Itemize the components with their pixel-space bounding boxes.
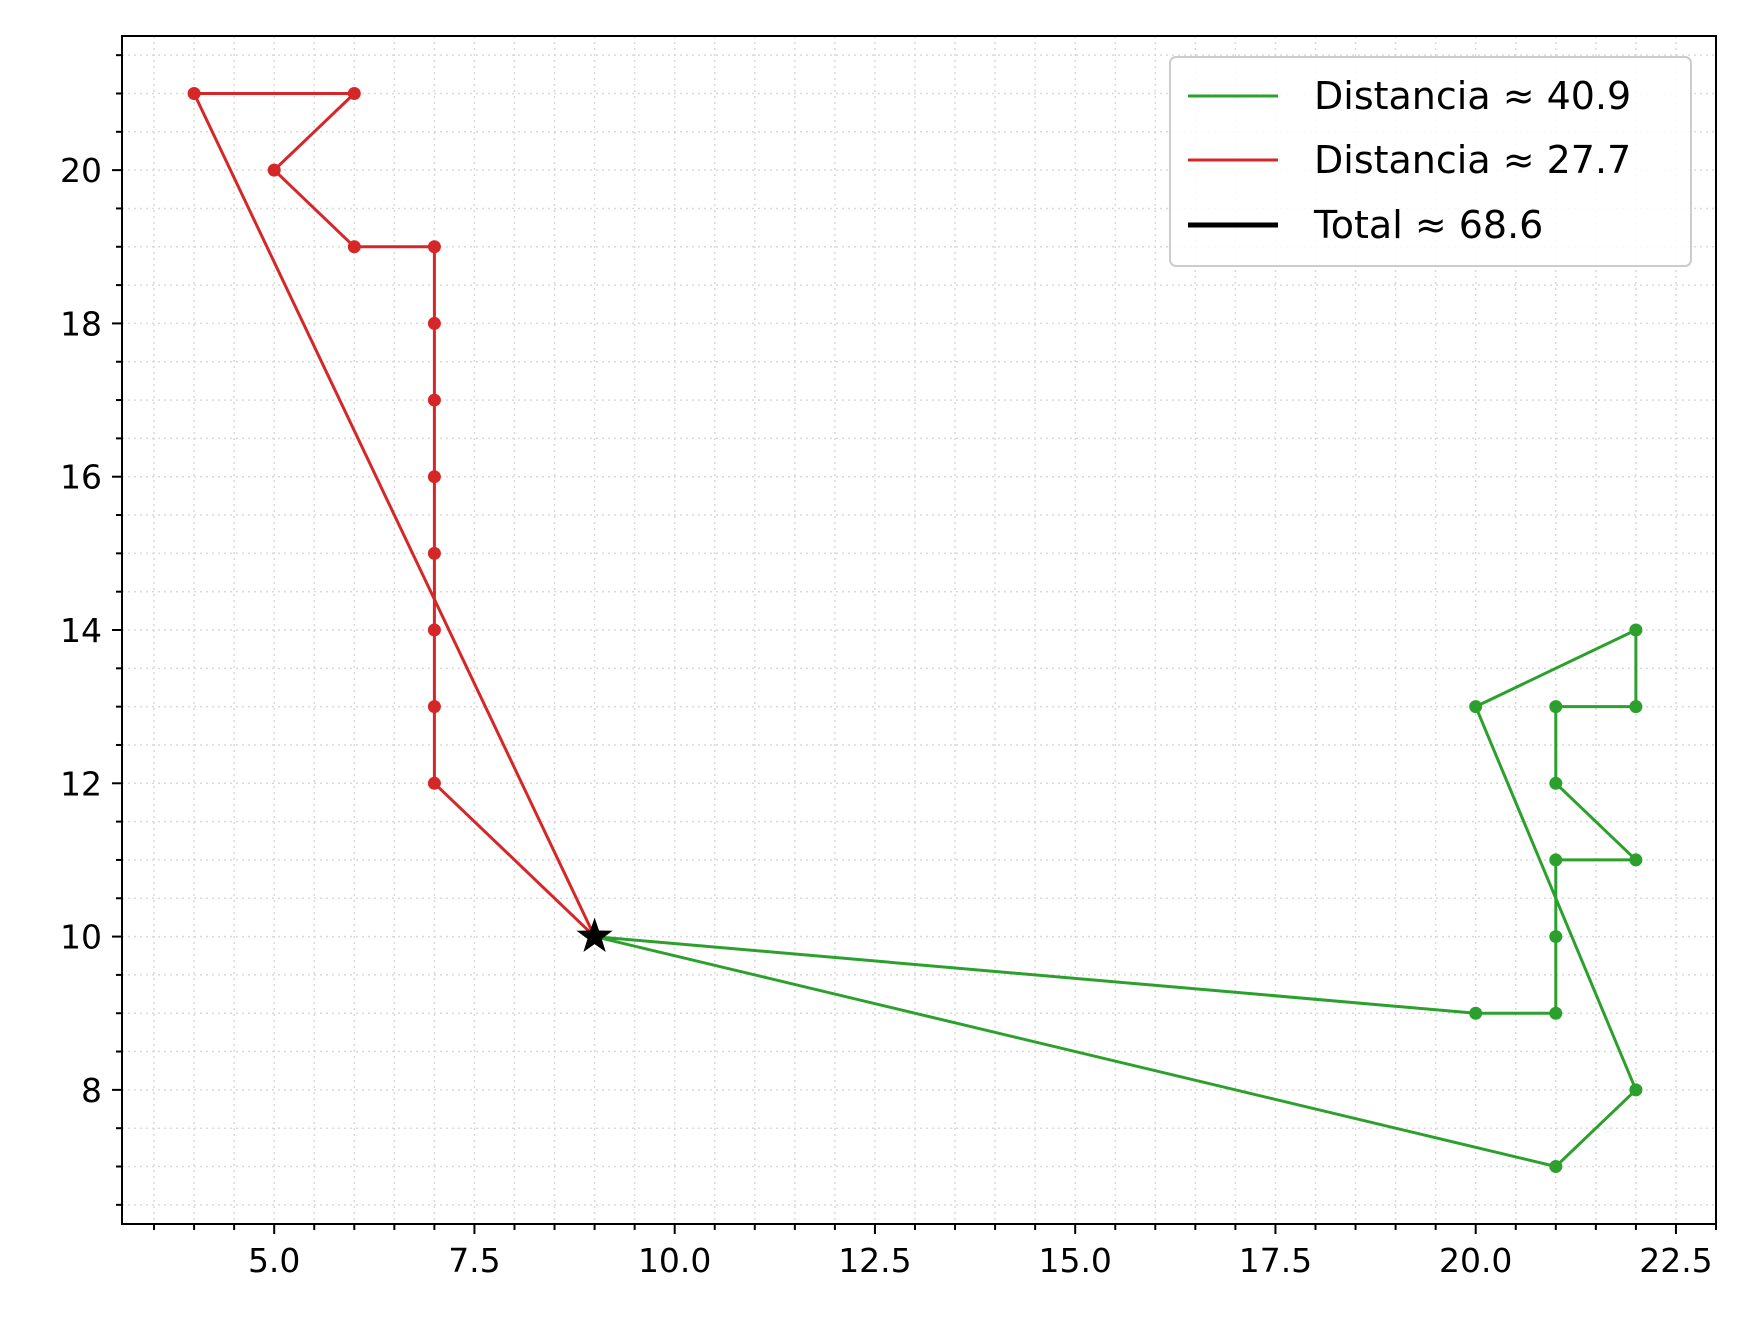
series-0-point [1629, 623, 1643, 637]
x-tick-label: 10.0 [638, 1241, 711, 1280]
series-0-point [1629, 853, 1643, 867]
series-0-point [1469, 700, 1483, 714]
series-line-1 [192, 92, 596, 938]
series-0-point [1549, 1006, 1563, 1020]
y-tick-label: 20 [60, 151, 102, 190]
series-1-point [427, 623, 441, 637]
series-1-point [267, 163, 281, 177]
series-group [187, 86, 1643, 1174]
legend-box [1169, 56, 1692, 267]
plot-frame [121, 35, 1717, 1225]
series-1-point [427, 546, 441, 560]
x-tick-label: 20.0 [1439, 1241, 1512, 1280]
legend-label-1: Distancia ≈ 27.7 [1314, 138, 1631, 182]
series-0-point [1549, 853, 1563, 867]
legend: Distancia ≈ 40.9 Distancia ≈ 27.7 Total … [1169, 56, 1692, 267]
series-1-point [427, 240, 441, 254]
series-0-point [1629, 700, 1643, 714]
x-tick-label: 17.5 [1239, 1241, 1312, 1280]
series-1-point [427, 776, 441, 790]
series-1-point [427, 316, 441, 330]
grid [122, 36, 1717, 1224]
x-tick-label: 12.5 [838, 1241, 911, 1280]
y-tick-label: 10 [60, 918, 102, 957]
series-0-point [1549, 1160, 1563, 1174]
legend-label-2: Total ≈ 68.6 [1313, 203, 1543, 247]
x-tick-label: 22.5 [1639, 1241, 1712, 1280]
series-1-point [427, 700, 441, 714]
x-tick-label: 7.5 [448, 1241, 500, 1280]
series-0-point [1549, 930, 1563, 944]
series-0-point [1549, 776, 1563, 790]
series-0-point [1469, 1006, 1483, 1020]
legend-label-0: Distancia ≈ 40.9 [1314, 74, 1631, 118]
series-0-point [1549, 700, 1563, 714]
x-tick-label: 5.0 [248, 1241, 300, 1280]
y-tick-label: 8 [81, 1071, 102, 1110]
x-tick-label: 15.0 [1038, 1241, 1111, 1280]
depot-star-marker [576, 917, 613, 952]
y-tick-label: 16 [60, 458, 102, 497]
series-1-point [347, 240, 361, 254]
y-tick-label: 14 [60, 611, 102, 650]
y-tick-label: 12 [60, 764, 102, 803]
y-tick-label: 18 [60, 304, 102, 343]
series-1-point [427, 393, 441, 407]
series-0-point [1629, 1083, 1643, 1097]
series-line-0 [594, 628, 1638, 1168]
axis-ticks: 5.0 7.5 10.0 12.5 15.0 17.5 20.0 22.5 8 10 12 14 16 1… [60, 54, 1717, 1280]
series-1-point [347, 86, 361, 100]
series-1-point [427, 470, 441, 484]
series-1-point [187, 86, 201, 100]
